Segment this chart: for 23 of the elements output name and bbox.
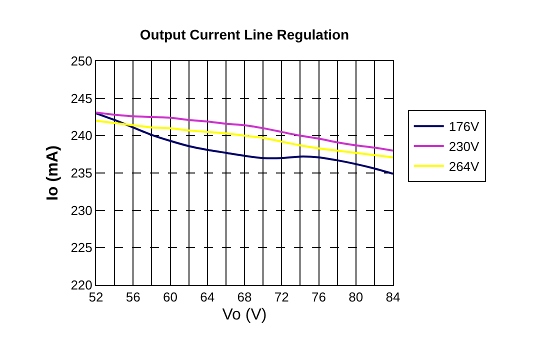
x-tick-label: 84 [386, 290, 400, 305]
x-tick-label: 76 [312, 290, 326, 305]
x-tick-label: 72 [274, 290, 289, 305]
line-series [96, 112, 393, 152]
x-tick-label: 64 [200, 290, 215, 305]
line-series [96, 112, 393, 175]
y-axis-title: Io (mA) [44, 145, 62, 201]
legend-label: 176V [448, 119, 480, 134]
x-tick-label: 68 [237, 290, 252, 305]
y-tick-label: 235 [70, 166, 92, 181]
chart-title: Output Current Line Regulation [140, 26, 350, 42]
legend-label: 230V [448, 139, 480, 154]
x-tick-label: 56 [126, 290, 140, 305]
x-axis-title: Vo (V) [222, 306, 267, 324]
line-series [96, 120, 393, 158]
y-tick-label: 225 [70, 240, 92, 256]
legend-label: 264V [448, 158, 480, 174]
x-tick-label: 80 [348, 290, 364, 305]
y-tick-label: 230 [70, 202, 92, 218]
x-tick-label: 60 [163, 290, 178, 305]
y-tick-label: 240 [70, 128, 92, 144]
y-tick-label: 250 [70, 54, 92, 69]
y-tick-label: 245 [70, 90, 92, 106]
